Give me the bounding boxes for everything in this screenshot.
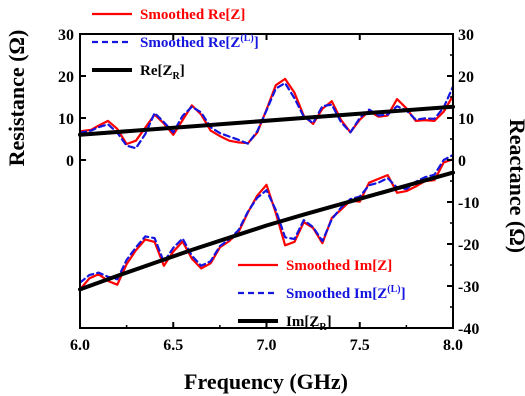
axes-layer: 6.0 6.5 7.0 7.5 8.0 30 20 10 0 30 20 10 0 -10 -20 -30 -4… (58, 27, 479, 354)
left-y-axis-title: Resistance (Ω) (4, 30, 29, 167)
series-line-im-dashed (78, 153, 455, 284)
left-y-tick-label: 10 (58, 111, 74, 128)
x-tick-label: 7.5 (350, 337, 370, 354)
legend-entry-label: Smoothed Im[Z] (286, 258, 392, 274)
legend-entry-label: Smoothed Re[Z(L)] (140, 33, 259, 51)
series-line-im-thick (78, 170, 455, 292)
left-y-tick-label: 20 (58, 69, 74, 86)
right-y-axis-title: Reactance (Ω) (505, 119, 525, 253)
series-line-re-dashed (78, 81, 455, 150)
series-layer (78, 77, 455, 292)
legend-entry-label: Re[ZR] (140, 63, 185, 82)
legend-entry-label: Im[ZR] (286, 314, 332, 333)
legend-layer: Smoothed Re[Z] Smoothed Re[Z(L)] Re[ZR] Smo… (92, 7, 406, 333)
right-y-tick-label: -40 (458, 321, 479, 338)
left-y-tick-label: 30 (58, 27, 74, 44)
right-y-tick-label: 20 (458, 69, 474, 86)
x-tick-label: 8.0 (443, 337, 463, 354)
x-tick-label: 6.0 (70, 337, 90, 354)
x-tick-label: 6.5 (163, 337, 183, 354)
x-axis-title: Frequency (GHz) (184, 369, 348, 394)
legend-entry-label: Smoothed Im[Z(L)] (286, 284, 406, 302)
right-y-tick-label: -30 (458, 279, 479, 296)
left-y-tick-label: 0 (66, 153, 74, 170)
right-y-tick-label: 10 (458, 111, 474, 128)
legend-entry-label: Smoothed Re[Z] (140, 7, 245, 23)
series-line-re-thick (78, 104, 455, 137)
right-y-tick-label: -20 (458, 237, 479, 254)
x-tick-label: 7.0 (257, 337, 277, 354)
right-y-tick-label: -10 (458, 195, 479, 212)
right-y-tick-label: 30 (458, 27, 474, 44)
right-y-tick-label: 0 (458, 153, 466, 170)
